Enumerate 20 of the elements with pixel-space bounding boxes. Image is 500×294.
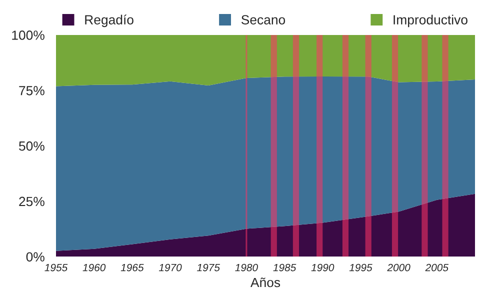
x-tick-label: 1995: [349, 264, 372, 272]
y-tick-label: 25%: [19, 196, 44, 206]
x-tick-label: 1960: [82, 264, 106, 272]
x-tick-label: 1965: [120, 264, 144, 272]
x-tick-label: 1975: [197, 264, 220, 272]
y-tick-label: 75%: [19, 86, 44, 96]
x-axis-title: Años: [250, 278, 280, 288]
legend-label: Secano: [241, 15, 286, 24]
x-tick-label: 1970: [158, 264, 182, 272]
x-tick-label: 1955: [44, 264, 68, 272]
x-tick-label: 1985: [273, 264, 296, 272]
y-tick-label: 100%: [12, 30, 44, 40]
y-tick-label: 50%: [19, 141, 44, 151]
x-tick-label: 2000: [387, 264, 410, 272]
legend-label: Regadío: [85, 14, 134, 28]
y-tick-label: 0%: [26, 252, 44, 262]
x-tick-label: 1980: [235, 264, 258, 272]
x-tick-label: 2005: [425, 264, 449, 272]
legend-label: Improductivo: [394, 14, 468, 28]
x-tick-label: 1990: [311, 264, 334, 272]
